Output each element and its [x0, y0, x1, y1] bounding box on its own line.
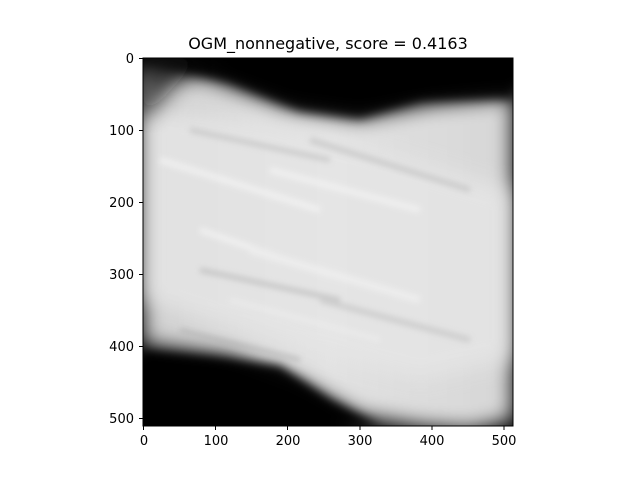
x-tick-label: 300 [348, 434, 373, 449]
y-tick-label: 200 [109, 196, 134, 211]
y-tick-label: 400 [109, 340, 134, 355]
axes-frame [142, 57, 514, 427]
y-axis: 0 100 200 300 400 500 [109, 52, 143, 427]
top-left-shade [143, 58, 200, 120]
x-tick-label: 100 [204, 434, 229, 449]
plot-title: OGM_nonnegative, score = 0.4163 [188, 34, 468, 54]
y-tick-label: 300 [109, 268, 134, 283]
x-tick-label: 400 [420, 434, 445, 449]
y-tick-label: 0 [126, 52, 134, 67]
y-tick-label: 500 [109, 412, 134, 427]
x-tick-label: 500 [492, 434, 517, 449]
x-tick-label: 200 [276, 434, 301, 449]
x-axis: 0 100 200 300 400 500 [140, 426, 517, 449]
bottom-dark-wedge [143, 352, 380, 426]
texture-streaks [158, 127, 471, 363]
image-panel [143, 58, 513, 426]
y-tick-label: 100 [109, 124, 134, 139]
top-dark-wedge [143, 58, 513, 118]
x-tick-label: 0 [140, 434, 148, 449]
